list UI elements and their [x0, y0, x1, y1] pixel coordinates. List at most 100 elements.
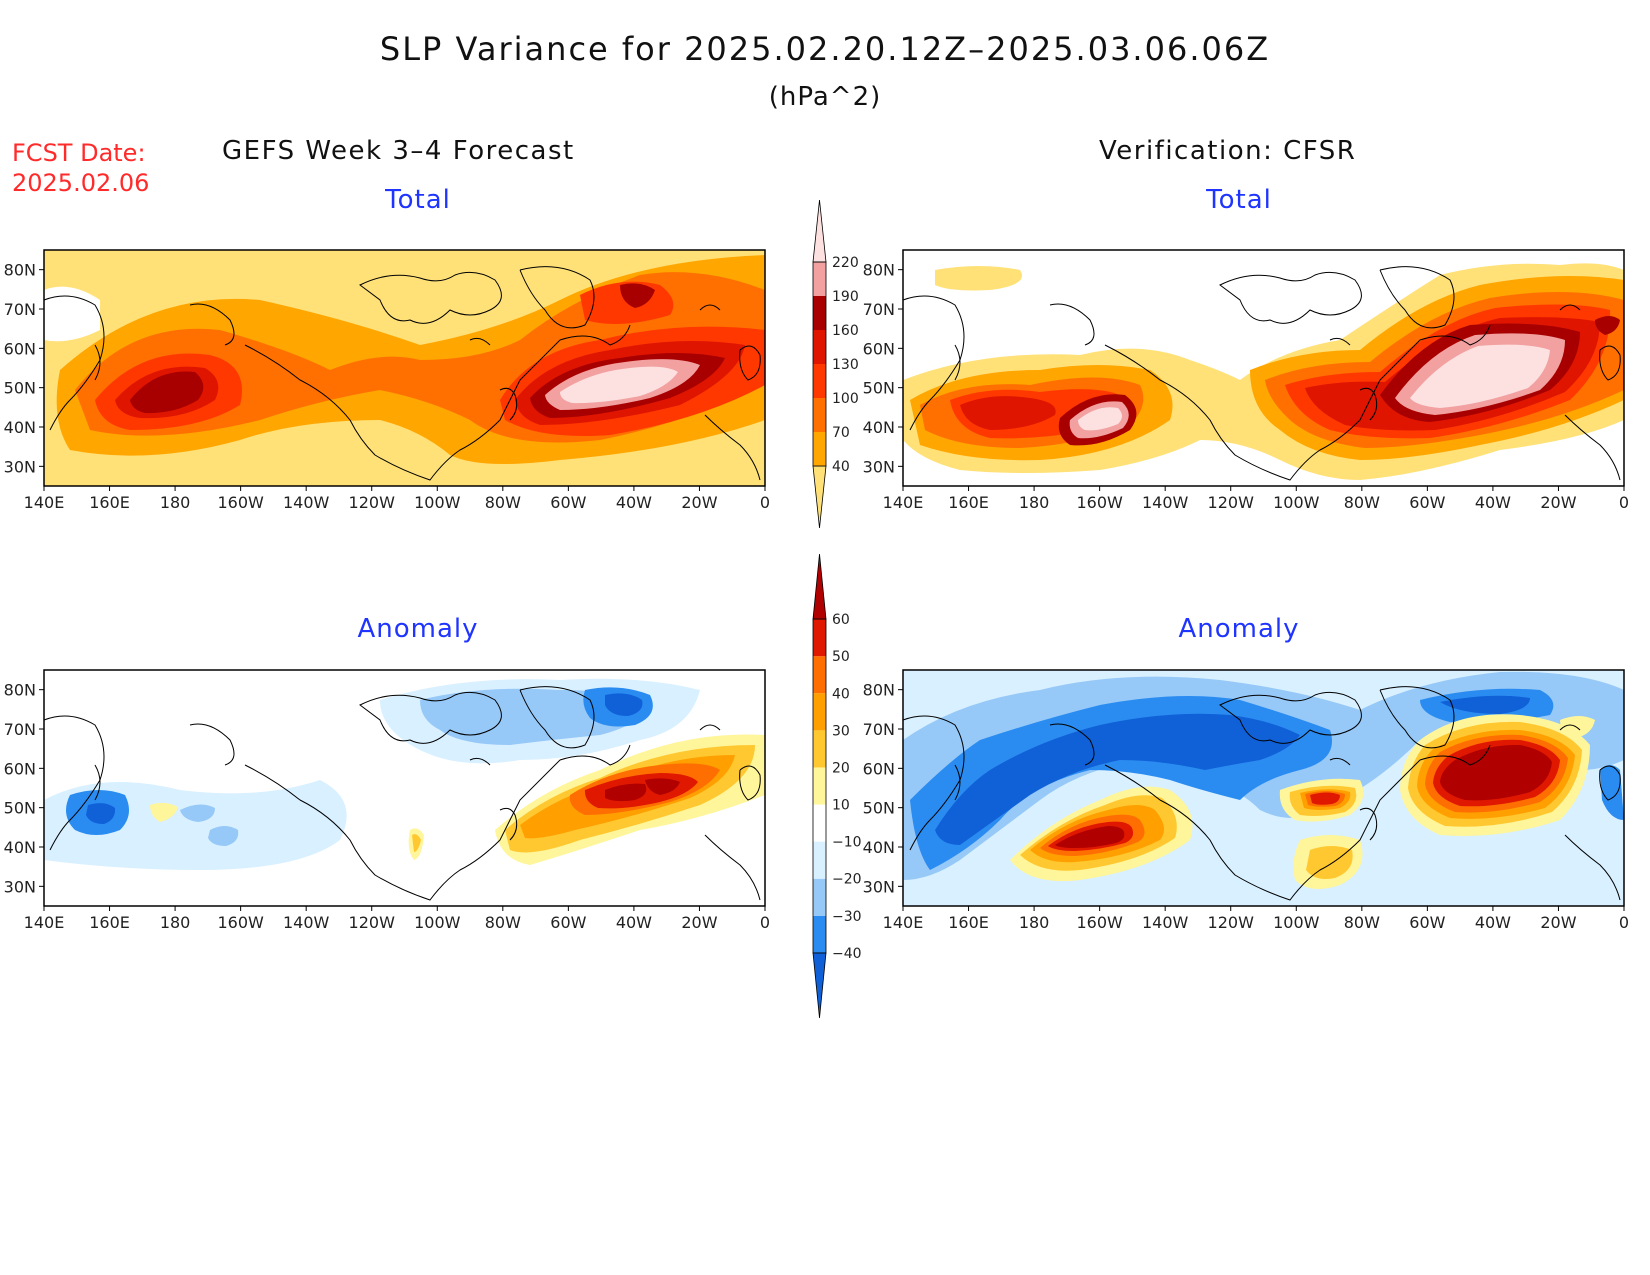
colorbar-swatch — [813, 398, 826, 432]
axes-layer: 140E 160E 180 160W 140W 120W 100W 80W 60W 40W 20W 0… — [4, 261, 1629, 932]
lon-tick-label: 120W — [349, 913, 396, 932]
colorbar-swatch — [813, 364, 826, 398]
colorbar-swatch — [812, 465, 827, 529]
lat-tick-label: 40N — [4, 838, 36, 857]
coastline — [902, 686, 1621, 901]
lon-tick-label: 140E — [24, 493, 65, 512]
lon-tick-label: 20W — [681, 913, 717, 932]
colorbar-swatch — [813, 619, 826, 657]
lon-tick-label: 140W — [1142, 493, 1189, 512]
lon-tick-label: 80W — [485, 493, 521, 512]
colorbar-tick-label: 20 — [832, 760, 850, 776]
lat-tick-label: 60N — [4, 339, 36, 358]
lon-tick-label: 160W — [1076, 913, 1123, 932]
colorbar-tick-label: 60 — [832, 612, 850, 628]
panel-subtitle-forecast-anomaly: Anomaly — [357, 614, 479, 644]
lon-tick-label: 80W — [1344, 913, 1380, 932]
panel-subtitle-verification-total: Total — [1206, 185, 1272, 215]
colorbar-swatch — [812, 952, 827, 1019]
lat-tick-label: 70N — [863, 300, 895, 319]
lon-tick-label: 80W — [485, 913, 521, 932]
lon-tick-label: 0 — [1619, 913, 1629, 932]
colorbar-tick-label: 40 — [832, 686, 850, 702]
lon-tick-label: 0 — [760, 913, 770, 932]
lon-tick-label: 40W — [1475, 913, 1511, 932]
lat-tick-label: 30N — [863, 877, 895, 896]
colorbar-swatch — [813, 767, 826, 805]
lat-tick-label: 60N — [4, 759, 36, 778]
lon-tick-label: 160W — [217, 913, 264, 932]
colorbar-tick-label: 30 — [832, 723, 850, 739]
lon-tick-label: 180 — [1019, 913, 1050, 932]
panel-subtitle-forecast-total: Total — [385, 185, 451, 215]
lon-tick-label: 140W — [283, 493, 330, 512]
colorbar-tick-label: 40 — [832, 459, 850, 475]
colorbar-tick-label: 190 — [832, 289, 859, 305]
units-label: (hPa^2) — [768, 82, 882, 112]
lon-tick-label: 20W — [681, 493, 717, 512]
forecast-date-label: FCST Date: 2025.02.06 — [12, 138, 149, 198]
lon-tick-label: 40W — [1475, 493, 1511, 512]
lat-tick-label: 50N — [863, 799, 895, 818]
forecast-date-value: 2025.02.06 — [12, 169, 150, 197]
colorbar-swatch — [812, 553, 827, 620]
colorbar-swatch — [813, 262, 826, 296]
lat-tick-label: 80N — [863, 681, 895, 700]
colorbar-swatch — [813, 915, 826, 953]
colorbar-swatch — [813, 804, 826, 842]
lon-tick-label: 60W — [550, 493, 586, 512]
lon-tick-label: 60W — [550, 913, 586, 932]
colorbar-swatch — [813, 878, 826, 916]
coastline — [43, 266, 761, 481]
coastline — [43, 686, 761, 901]
lat-tick-label: 50N — [4, 379, 36, 398]
lon-tick-label: 120W — [349, 493, 396, 512]
lon-tick-label: 160E — [89, 913, 130, 932]
lon-tick-label: 40W — [616, 493, 652, 512]
lon-tick-label: 40W — [616, 913, 652, 932]
colorbar-tick-label: −40 — [832, 946, 862, 962]
colorbar-swatch — [813, 296, 826, 330]
lat-tick-label: 30N — [4, 457, 36, 476]
lon-tick-label: 160W — [217, 493, 264, 512]
lat-tick-label: 50N — [4, 799, 36, 818]
lon-tick-label: 140W — [1142, 913, 1189, 932]
lat-tick-label: 40N — [863, 418, 895, 437]
colorbar-swatch — [813, 656, 826, 694]
lat-tick-label: 30N — [863, 457, 895, 476]
lon-tick-label: 100W — [414, 913, 461, 932]
map-panel-forecast-total — [43, 249, 766, 487]
lon-tick-label: 100W — [1273, 913, 1320, 932]
main-title: SLP Variance for 2025.02.20.12Z–2025.03.… — [379, 30, 1271, 68]
lon-tick-label: 140E — [883, 913, 924, 932]
map-panel-forecast-anomaly — [43, 669, 766, 907]
colorbar-tick-label: 70 — [832, 425, 850, 441]
colorbar-tick-label: −10 — [832, 835, 862, 851]
lon-tick-label: 100W — [1273, 493, 1320, 512]
colorbar-swatch — [812, 199, 827, 263]
lon-tick-label: 20W — [1540, 493, 1576, 512]
lon-tick-label: 160W — [1076, 493, 1123, 512]
forecast-header: GEFS Week 3–4 Forecast — [222, 136, 575, 166]
lon-tick-label: 180 — [160, 493, 191, 512]
colorbar-tick-label: 100 — [832, 391, 859, 407]
lon-tick-label: 60W — [1409, 913, 1445, 932]
colorbar-swatch — [813, 330, 826, 364]
lat-tick-label: 40N — [863, 838, 895, 857]
lon-tick-label: 180 — [160, 913, 191, 932]
anomaly-colorbar: −40 −30 −20 −10 10 20 30 40 50 60 — [812, 553, 862, 1019]
map-panel-verification-total — [902, 249, 1625, 487]
colorbar-tick-label: −20 — [832, 872, 862, 888]
lat-tick-label: 80N — [4, 681, 36, 700]
lat-tick-label: 50N — [863, 379, 895, 398]
lon-tick-label: 80W — [1344, 493, 1380, 512]
lon-tick-label: 60W — [1409, 493, 1445, 512]
lon-tick-label: 160E — [89, 493, 130, 512]
colorbar-swatch — [813, 432, 826, 466]
colorbar-tick-label: −30 — [832, 909, 862, 925]
colorbar-swatch — [813, 841, 826, 879]
lat-tick-label: 60N — [863, 339, 895, 358]
colorbar-swatch — [813, 693, 826, 731]
lat-tick-label: 80N — [4, 261, 36, 280]
